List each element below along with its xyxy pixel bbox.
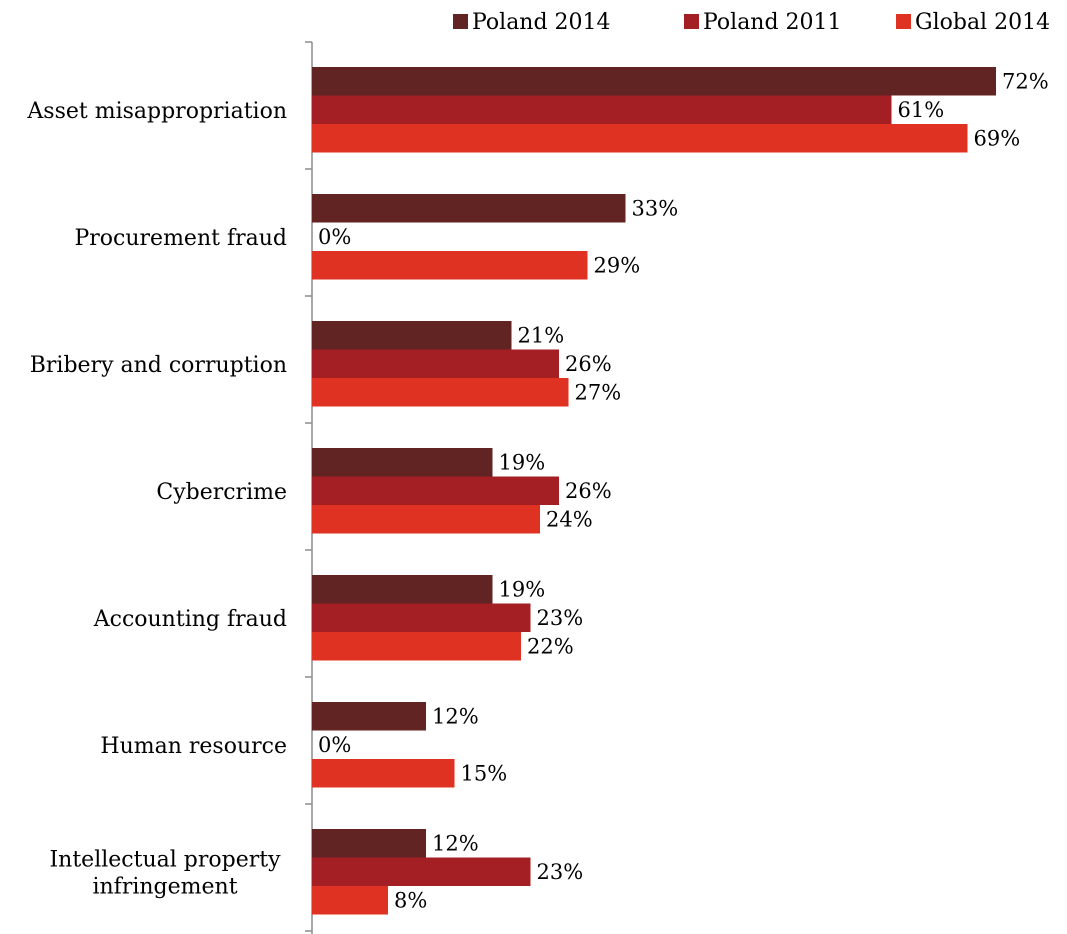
bar (312, 857, 531, 886)
bar (312, 476, 559, 505)
data-label: 0% (318, 733, 351, 757)
legend-label: Global 2014 (915, 10, 1050, 35)
category-label: Bribery and corruption (30, 353, 287, 378)
data-label: 0% (318, 225, 351, 249)
plot-area: 72% 61% 69% Asset misappropriation 33% 0% 29% P… (26, 41, 1049, 934)
data-label: 24% (546, 507, 593, 531)
category-label: Cybercrime (156, 480, 287, 505)
data-label: 23% (537, 860, 584, 884)
data-label: 61% (898, 98, 945, 122)
bar (312, 349, 559, 378)
data-label: 27% (575, 380, 622, 404)
category-label: Procurement fraud (74, 226, 287, 251)
data-label: 19% (499, 577, 546, 601)
bar (312, 759, 455, 788)
bar (312, 603, 531, 632)
data-label: 15% (461, 761, 508, 785)
bar (312, 251, 588, 280)
category-label: Intellectual property (49, 847, 281, 872)
bar (312, 95, 892, 124)
category-label: Accounting fraud (93, 607, 287, 632)
bar (312, 575, 493, 604)
legend: Poland 2014 Poland 2011 Global 2014 (453, 10, 1050, 35)
data-label: 21% (518, 323, 565, 347)
legend-label: Poland 2011 (703, 10, 842, 35)
category-label: Asset misappropriation (26, 99, 287, 124)
category-label: Human resource (100, 734, 287, 759)
bar (312, 124, 968, 153)
bar (312, 886, 388, 915)
legend-swatch (684, 14, 699, 29)
bar (312, 448, 493, 477)
data-label: 8% (394, 888, 427, 912)
data-label: 19% (499, 450, 546, 474)
bar (312, 505, 540, 534)
bar (312, 829, 426, 858)
bar (312, 194, 626, 223)
data-label: 23% (537, 606, 584, 630)
data-label: 26% (565, 352, 612, 376)
bar (312, 321, 512, 350)
data-label: 26% (565, 479, 612, 503)
legend-swatch (453, 14, 468, 29)
bar (312, 67, 996, 96)
data-label: 69% (974, 126, 1021, 150)
category-label: infringement (92, 874, 237, 899)
bar (312, 378, 569, 407)
data-label: 12% (432, 831, 479, 855)
data-label: 33% (632, 196, 679, 220)
data-label: 22% (527, 634, 574, 658)
bar (312, 702, 426, 731)
legend-label: Poland 2014 (472, 10, 611, 35)
legend-swatch (896, 14, 911, 29)
data-label: 12% (432, 704, 479, 728)
data-label: 72% (1002, 69, 1049, 93)
data-label: 29% (594, 253, 641, 277)
bar (312, 632, 521, 661)
